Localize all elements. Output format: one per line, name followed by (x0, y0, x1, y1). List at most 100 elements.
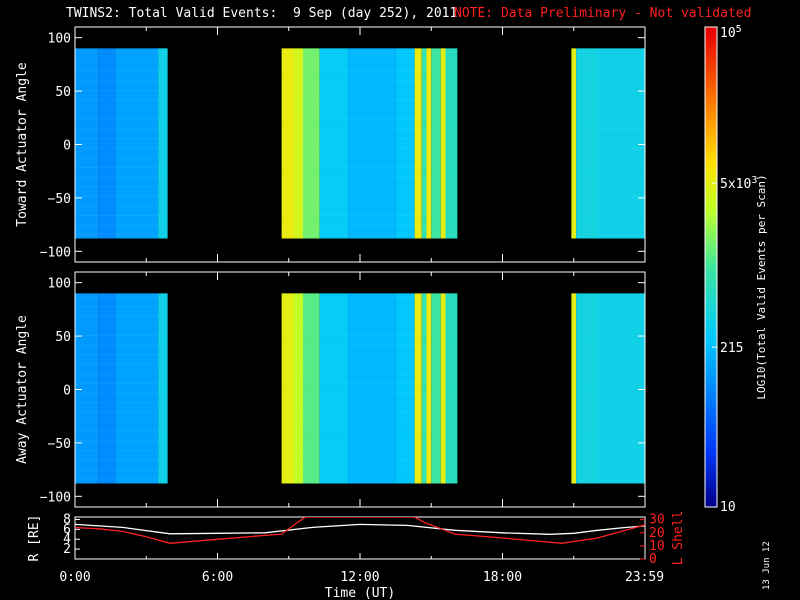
colorbar-segment (705, 143, 717, 148)
away-heatmap-texture (75, 296, 168, 298)
away-heatmap-strip (440, 293, 446, 484)
away-heatmap-texture (571, 325, 645, 327)
colorbar-segment (705, 435, 717, 440)
colorbar-segment (705, 495, 717, 500)
away-heatmap-texture (281, 306, 458, 308)
toward-heatmap-texture (281, 61, 458, 63)
colorbar-segment (705, 195, 717, 200)
away-heatmap-strip (281, 293, 294, 484)
toward-heatmap-texture (75, 166, 168, 168)
colorbar-segment (705, 51, 717, 56)
away-heatmap-texture (75, 344, 168, 346)
away-ytick-label: 50 (55, 330, 71, 345)
colorbar-segment (705, 483, 717, 488)
ephemeris-frame (74, 516, 646, 560)
toward-heatmap-texture (281, 186, 458, 188)
away-heatmap-texture (75, 354, 168, 356)
colorbar-segment (705, 491, 717, 496)
colorbar-segment (705, 127, 717, 132)
colorbar-segment (705, 191, 717, 196)
away-heatmap-strip (293, 293, 303, 484)
colorbar-segment (705, 39, 717, 44)
colorbar-tick-label: 105 (720, 24, 742, 41)
colorbar-segment (705, 319, 717, 324)
colorbar-segment (705, 295, 717, 300)
away-heatmap-texture (571, 335, 645, 337)
lshell-line (75, 517, 645, 544)
colorbar-segment (705, 47, 717, 52)
toward-heatmap-texture (571, 90, 645, 92)
toward-heatmap-texture (75, 51, 168, 53)
toward-heatmap-texture (571, 61, 645, 63)
lshell-axis-label: L Shell (671, 511, 686, 566)
away-heatmap-texture (281, 325, 458, 327)
away-heatmap-strip (426, 293, 432, 484)
radius-line (75, 523, 645, 535)
colorbar-segment (705, 207, 717, 212)
colorbar-segment (705, 387, 717, 392)
toward-heatmap-strip (158, 48, 168, 239)
toward-heatmap-texture (571, 157, 645, 159)
toward-heatmap-strip (348, 48, 396, 239)
colorbar-segment (705, 227, 717, 232)
toward-heatmap-texture (75, 80, 168, 82)
colorbar-segment (705, 119, 717, 124)
away-heatmap-texture (75, 450, 168, 452)
away-heatmap-texture (75, 383, 168, 385)
colorbar-segment (705, 467, 717, 472)
lshell-ytick-label: 20 (649, 526, 665, 541)
colorbar-segment (705, 339, 717, 344)
colorbar-segment (705, 307, 717, 312)
away-heatmap-texture (75, 479, 168, 481)
colorbar-segment (705, 283, 717, 288)
toward-heatmap-texture (281, 147, 458, 149)
colorbar-segment (705, 431, 717, 436)
toward-heatmap-texture (571, 186, 645, 188)
away-heatmap-texture (281, 460, 458, 461)
toward-heatmap-texture (281, 176, 458, 178)
toward-heatmap-texture (75, 99, 168, 101)
colorbar-segment (705, 363, 717, 368)
toward-heatmap-texture (75, 234, 168, 236)
away-heatmap-strip (576, 293, 598, 484)
away-heatmap-texture (75, 335, 168, 337)
toward-heatmap-texture (75, 90, 168, 92)
toward-heatmap-texture (571, 109, 645, 111)
toward-heatmap-strip (115, 48, 159, 239)
toward-heatmap-texture (281, 128, 458, 130)
away-heatmap-texture (281, 354, 458, 356)
colorbar-segment (705, 111, 717, 116)
time-tick-label: 23:59 (625, 570, 664, 585)
toward-heatmap-strip (281, 48, 294, 239)
away-heatmap-texture (571, 431, 645, 433)
colorbar-segment (705, 179, 717, 184)
toward-heatmap-strip (445, 48, 458, 239)
colorbar-segment (705, 43, 717, 48)
colorbar-segment (705, 99, 717, 104)
colorbar-segment (705, 367, 717, 372)
toward-heatmap-texture (281, 224, 458, 226)
toward-heatmap-strip (576, 48, 598, 239)
colorbar-segment (705, 199, 717, 204)
toward-heatmap-strip (571, 48, 577, 239)
colorbar-segment (705, 183, 717, 188)
colorbar-segment (705, 115, 717, 120)
away-heatmap-texture (75, 392, 168, 394)
colorbar-segment (705, 75, 717, 80)
away-heatmap-strip (445, 293, 458, 484)
away-heatmap-texture (571, 450, 645, 452)
colorbar-segment (705, 163, 717, 168)
colorbar-segment (705, 499, 717, 504)
colorbar-segment (705, 255, 717, 260)
toward-heatmap-strip (303, 48, 320, 239)
toward-heatmap-texture (281, 195, 458, 197)
away-heatmap-texture (281, 363, 458, 365)
away-heatmap-texture (281, 450, 458, 452)
colorbar-segment (705, 55, 717, 60)
toward-heatmap-strip (426, 48, 432, 239)
colorbar-segment (705, 447, 717, 452)
colorbar-segment (705, 399, 717, 404)
away-heatmap-texture (571, 479, 645, 481)
away-heatmap-texture (281, 373, 458, 375)
away-heatmap-strip (414, 293, 422, 484)
